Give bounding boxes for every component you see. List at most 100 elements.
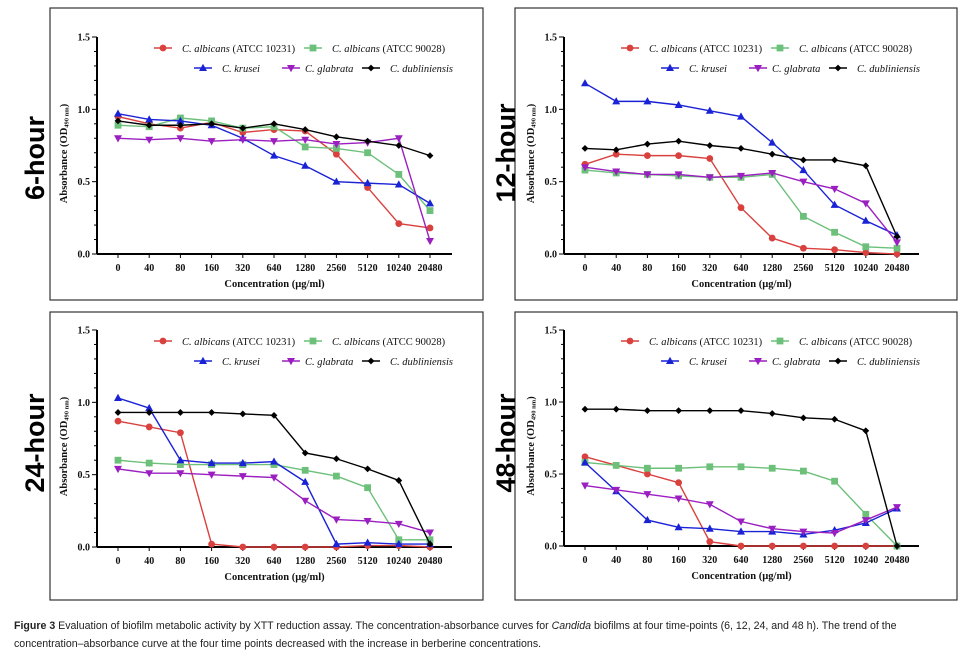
data-point: [333, 455, 340, 463]
data-point: [706, 407, 714, 415]
data-point: [830, 530, 839, 538]
legend-strain: (ATCC 90028): [847, 44, 913, 55]
y-axis-label: Absorbance (OD490 nm): [526, 396, 538, 496]
legend-marker: [159, 337, 167, 345]
legend-species: C. dubliniensis: [857, 357, 920, 368]
data-point: [114, 109, 122, 117]
data-point: [862, 542, 870, 550]
x-tick-label: 20480: [885, 263, 910, 274]
legend-item: C. dubliniensis: [829, 357, 920, 368]
data-point: [581, 482, 589, 490]
data-point: [705, 524, 714, 532]
legend-label: C. dubliniensis: [857, 357, 920, 368]
y-tick-label: 1.0: [545, 398, 558, 409]
x-tick-label: 20480: [885, 555, 910, 566]
x-tick-label: 5120: [358, 263, 378, 274]
data-point: [862, 249, 870, 256]
data-point: [612, 486, 621, 495]
data-point: [364, 137, 371, 145]
legend-label: C. glabrata: [305, 357, 353, 368]
data-point: [363, 538, 372, 546]
data-point: [705, 174, 714, 182]
series-line: [117, 115, 431, 229]
series-3: [581, 164, 901, 247]
data-point: [612, 97, 621, 105]
data-point: [177, 461, 184, 468]
series-0: [581, 150, 901, 258]
y-label-end: ): [526, 396, 537, 400]
x-tick-label: 80: [642, 263, 652, 274]
legend-item: C. dubliniensis: [362, 357, 453, 368]
legend-label: C. albicans (ATCC 10231): [182, 337, 296, 348]
x-tick-label: 10240: [853, 555, 878, 566]
series-line: [584, 82, 898, 236]
data-point: [800, 212, 807, 220]
x-tick-label: 320: [235, 556, 250, 567]
data-point: [426, 540, 434, 548]
data-point: [333, 472, 340, 480]
series-3: [581, 482, 901, 538]
data-point: [737, 112, 745, 120]
panel-title: 12-hour: [491, 103, 521, 203]
data-point: [830, 185, 839, 194]
legend-item: C. albicans (ATCC 90028): [304, 337, 446, 348]
legend-marker: [626, 44, 634, 52]
legend-marker: [666, 63, 674, 71]
y-tick-label: 1.5: [78, 326, 91, 337]
series-2: [581, 79, 901, 239]
x-tick-label: 640: [267, 556, 282, 567]
data-point: [145, 115, 154, 123]
data-point: [270, 457, 278, 465]
legend-label: C. glabrata: [772, 64, 820, 75]
series-0: [114, 113, 434, 232]
data-point: [426, 529, 434, 537]
data-point: [862, 243, 870, 251]
legend-label: C. dubliniensis: [390, 357, 453, 368]
legend-species: C. krusei: [689, 357, 727, 368]
data-point: [332, 141, 341, 149]
legend-species: C. dubliniensis: [390, 357, 453, 368]
data-point: [270, 411, 278, 419]
data-point: [893, 239, 901, 247]
x-tick-label: 640: [734, 263, 749, 274]
legend-label: C. krusei: [689, 357, 727, 368]
data-point: [644, 407, 651, 415]
x-tick-label: 80: [175, 556, 185, 567]
x-tick-label: 1280: [762, 555, 782, 566]
data-point: [644, 470, 651, 478]
legend-species: C. glabrata: [772, 64, 820, 75]
data-point: [737, 172, 745, 181]
caption-text-1: Evaluation of biofilm metabolic activity…: [55, 620, 552, 632]
legend-label: C. dubliniensis: [857, 64, 920, 75]
series-4: [581, 405, 901, 550]
data-point: [364, 465, 371, 473]
legend-item: C. glabrata: [749, 64, 820, 75]
legend-label: C. albicans (ATCC 10231): [649, 44, 763, 55]
data-point: [675, 152, 682, 160]
data-point: [426, 152, 434, 160]
x-tick-label: 160: [204, 556, 219, 567]
data-point: [238, 136, 247, 144]
caption-text-2: biofilms at four time-points (6, 12, 24,…: [14, 620, 897, 650]
legend-marker: [754, 65, 762, 73]
panel-12-hour: 12-hour 0.0 0.5 1.0 1.5 0 40 80 160 320 640 1280 256…: [491, 7, 958, 301]
figure-caption: Figure 3 Evaluation of biofilm metabolic…: [14, 617, 959, 653]
x-tick-label: 10240: [853, 263, 878, 274]
legend-species: C. albicans: [182, 44, 230, 55]
data-point: [799, 165, 808, 174]
legend-label: C. albicans (ATCC 10231): [649, 337, 763, 348]
data-point: [207, 471, 216, 479]
x-tick-label: 160: [204, 263, 219, 274]
legend-species: C. albicans: [332, 337, 380, 348]
data-point: [737, 542, 745, 550]
data-point: [145, 409, 153, 416]
y-label-subscript: 490 nm: [64, 400, 71, 421]
series-3: [114, 465, 434, 537]
legend-marker: [626, 337, 634, 345]
panel-6-hour: 6-hour 0.0 0.5 1.0 1.5 0 40 80 160 320 640 1280 2560…: [20, 7, 484, 301]
data-point: [581, 164, 589, 172]
x-axis-label: Concentration (µg/ml): [691, 279, 792, 290]
legend-marker: [309, 337, 317, 345]
data-point: [831, 228, 838, 236]
data-point: [114, 393, 122, 401]
